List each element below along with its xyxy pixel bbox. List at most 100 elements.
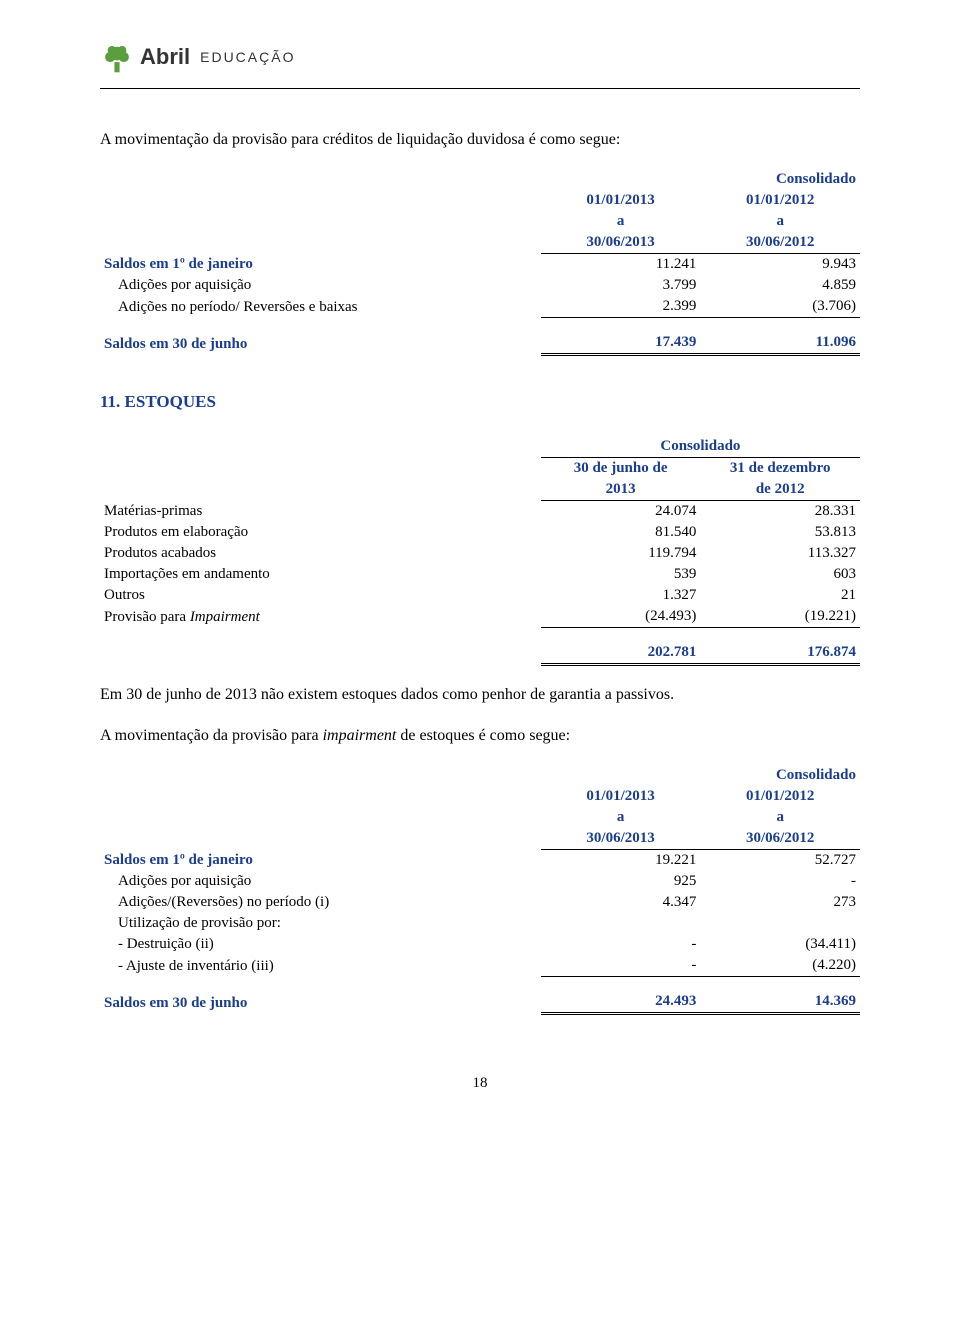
t1-h2b: a <box>700 211 860 232</box>
table-impairment: Consolidado 01/01/2013 01/01/2012 a a 30… <box>100 765 860 1015</box>
t3-h1c: 30/06/2013 <box>541 828 701 850</box>
para-2: Em 30 de junho de 2013 não existem estoq… <box>100 684 860 706</box>
table-row: Adições por aquisição 925 - <box>100 871 860 892</box>
t3-r6-label: - Ajuste de inventário (iii) <box>100 955 541 977</box>
t2-r1-label: Matérias-primas <box>100 501 541 523</box>
t2-r3-v2: 113.327 <box>700 543 860 564</box>
t2-r4-v2: 603 <box>700 564 860 585</box>
t2-h2a: 31 de dezembro <box>700 458 860 480</box>
logo-brand: Abril <box>140 44 190 70</box>
t1-h1c: 30/06/2013 <box>541 232 701 254</box>
t1-r2-label: Adições por aquisição <box>100 275 541 296</box>
t3-r3-v2: 273 <box>700 892 860 913</box>
t1-r3-v1: 2.399 <box>541 296 701 318</box>
table-row: Saldos em 1º de janeiro 19.221 52.727 <box>100 850 860 872</box>
t2-h2b: de 2012 <box>700 479 860 501</box>
t3-r2-v1: 925 <box>541 871 701 892</box>
t1-r1-v1: 11.241 <box>541 254 701 276</box>
t2-r3-v1: 119.794 <box>541 543 701 564</box>
t2-r5-label: Outros <box>100 585 541 606</box>
t1-r4-v1: 17.439 <box>541 332 701 355</box>
t3-r6-v1: - <box>541 955 701 977</box>
table-row: - Ajuste de inventário (iii) - (4.220) <box>100 955 860 977</box>
para3-b: impairment <box>323 727 397 744</box>
t2-r4-label: Importações em andamento <box>100 564 541 585</box>
t3-r4-v1 <box>541 913 701 934</box>
t2-r6-label-a: Provisão para <box>104 609 190 625</box>
t3-r3-v1: 4.347 <box>541 892 701 913</box>
t3-h2c: 30/06/2012 <box>700 828 860 850</box>
t1-r1-label: Saldos em 1º de janeiro <box>100 254 541 276</box>
t3-r7-label: Saldos em 30 de junho <box>100 991 541 1014</box>
t1-h2a: 01/01/2012 <box>700 190 860 211</box>
table-row: Produtos acabados 119.794 113.327 <box>100 543 860 564</box>
t3-r5-v2: (34.411) <box>700 934 860 955</box>
t1-r4-label: Saldos em 30 de junho <box>100 332 541 355</box>
table-row: Saldos em 30 de junho 24.493 14.369 <box>100 991 860 1014</box>
t1-h2c: 30/06/2012 <box>700 232 860 254</box>
para-3: A movimentação da provisão para impairme… <box>100 725 860 747</box>
t2-r3-label: Produtos acabados <box>100 543 541 564</box>
t3-r7-v1: 24.493 <box>541 991 701 1014</box>
table-row: Adições/(Reversões) no período (i) 4.347… <box>100 892 860 913</box>
table-row: Adições por aquisição 3.799 4.859 <box>100 275 860 296</box>
table-row: Adições no período/ Reversões e baixas 2… <box>100 296 860 318</box>
table-row: Importações em andamento 539 603 <box>100 564 860 585</box>
logo: Abril EDUCAÇÃO <box>100 40 860 74</box>
table-provisao-creditos: Consolidado 01/01/2013 01/01/2012 a a 30… <box>100 169 860 356</box>
tree-icon <box>100 40 134 74</box>
para-1: A movimentação da provisão para créditos… <box>100 129 860 151</box>
t3-r5-v1: - <box>541 934 701 955</box>
table-row: Provisão para Impairment (24.493) (19.22… <box>100 606 860 628</box>
t1-r3-label: Adições no período/ Reversões e baixas <box>100 296 541 318</box>
t2-h1b: 2013 <box>541 479 701 501</box>
t3-h1b: a <box>541 807 701 828</box>
para3-a: A movimentação da provisão para <box>100 727 323 744</box>
t3-r6-v2: (4.220) <box>700 955 860 977</box>
t3-r3-label: Adições/(Reversões) no período (i) <box>100 892 541 913</box>
t3-h2a: 01/01/2012 <box>700 786 860 807</box>
table-row: Produtos em elaboração 81.540 53.813 <box>100 522 860 543</box>
t1-r2-v1: 3.799 <box>541 275 701 296</box>
section-11-title: 11. ESTOQUES <box>100 392 860 412</box>
t1-r2-v2: 4.859 <box>700 275 860 296</box>
logo-sub: EDUCAÇÃO <box>200 49 295 65</box>
t3-r7-v2: 14.369 <box>700 991 860 1014</box>
table-row: Outros 1.327 21 <box>100 585 860 606</box>
t3-r4-label: Utilização de provisão por: <box>100 913 541 934</box>
t3-r1-label: Saldos em 1º de janeiro <box>100 850 541 872</box>
table-row: Matérias-primas 24.074 28.331 <box>100 501 860 523</box>
para3-c: de estoques é como segue: <box>396 727 570 744</box>
t1-h1b: a <box>541 211 701 232</box>
t2-consolidado: Consolidado <box>541 436 860 458</box>
t2-r6-v2: (19.221) <box>700 606 860 628</box>
t3-r4-v2 <box>700 913 860 934</box>
t2-r6-label: Provisão para Impairment <box>100 606 541 628</box>
t3-r5-label: - Destruição (ii) <box>100 934 541 955</box>
t2-r6-label-b: Impairment <box>190 609 260 625</box>
t2-r1-v2: 28.331 <box>700 501 860 523</box>
t3-consolidado: Consolidado <box>700 765 860 786</box>
t2-r6-v1: (24.493) <box>541 606 701 628</box>
table-row: Saldos em 30 de junho 17.439 11.096 <box>100 332 860 355</box>
t3-h2b: a <box>700 807 860 828</box>
t2-r2-label: Produtos em elaboração <box>100 522 541 543</box>
t1-r4-v2: 11.096 <box>700 332 860 355</box>
table-row: - Destruição (ii) - (34.411) <box>100 934 860 955</box>
table-row: Utilização de provisão por: <box>100 913 860 934</box>
page-number: 18 <box>100 1075 860 1092</box>
t1-h1a: 01/01/2013 <box>541 190 701 211</box>
t3-r1-v1: 19.221 <box>541 850 701 872</box>
t1-r3-v2: (3.706) <box>700 296 860 318</box>
table-row: Saldos em 1º de janeiro 11.241 9.943 <box>100 254 860 276</box>
table-row: 202.781 176.874 <box>100 642 860 665</box>
table1-consolidado: Consolidado <box>700 169 860 190</box>
divider <box>100 88 860 89</box>
t3-h1a: 01/01/2013 <box>541 786 701 807</box>
table-estoques: Consolidado 30 de junho de 31 de dezembr… <box>100 436 860 666</box>
t3-r2-v2: - <box>700 871 860 892</box>
t3-r2-label: Adições por aquisição <box>100 871 541 892</box>
t2-r1-v1: 24.074 <box>541 501 701 523</box>
t2-r2-v2: 53.813 <box>700 522 860 543</box>
t1-r1-v2: 9.943 <box>700 254 860 276</box>
